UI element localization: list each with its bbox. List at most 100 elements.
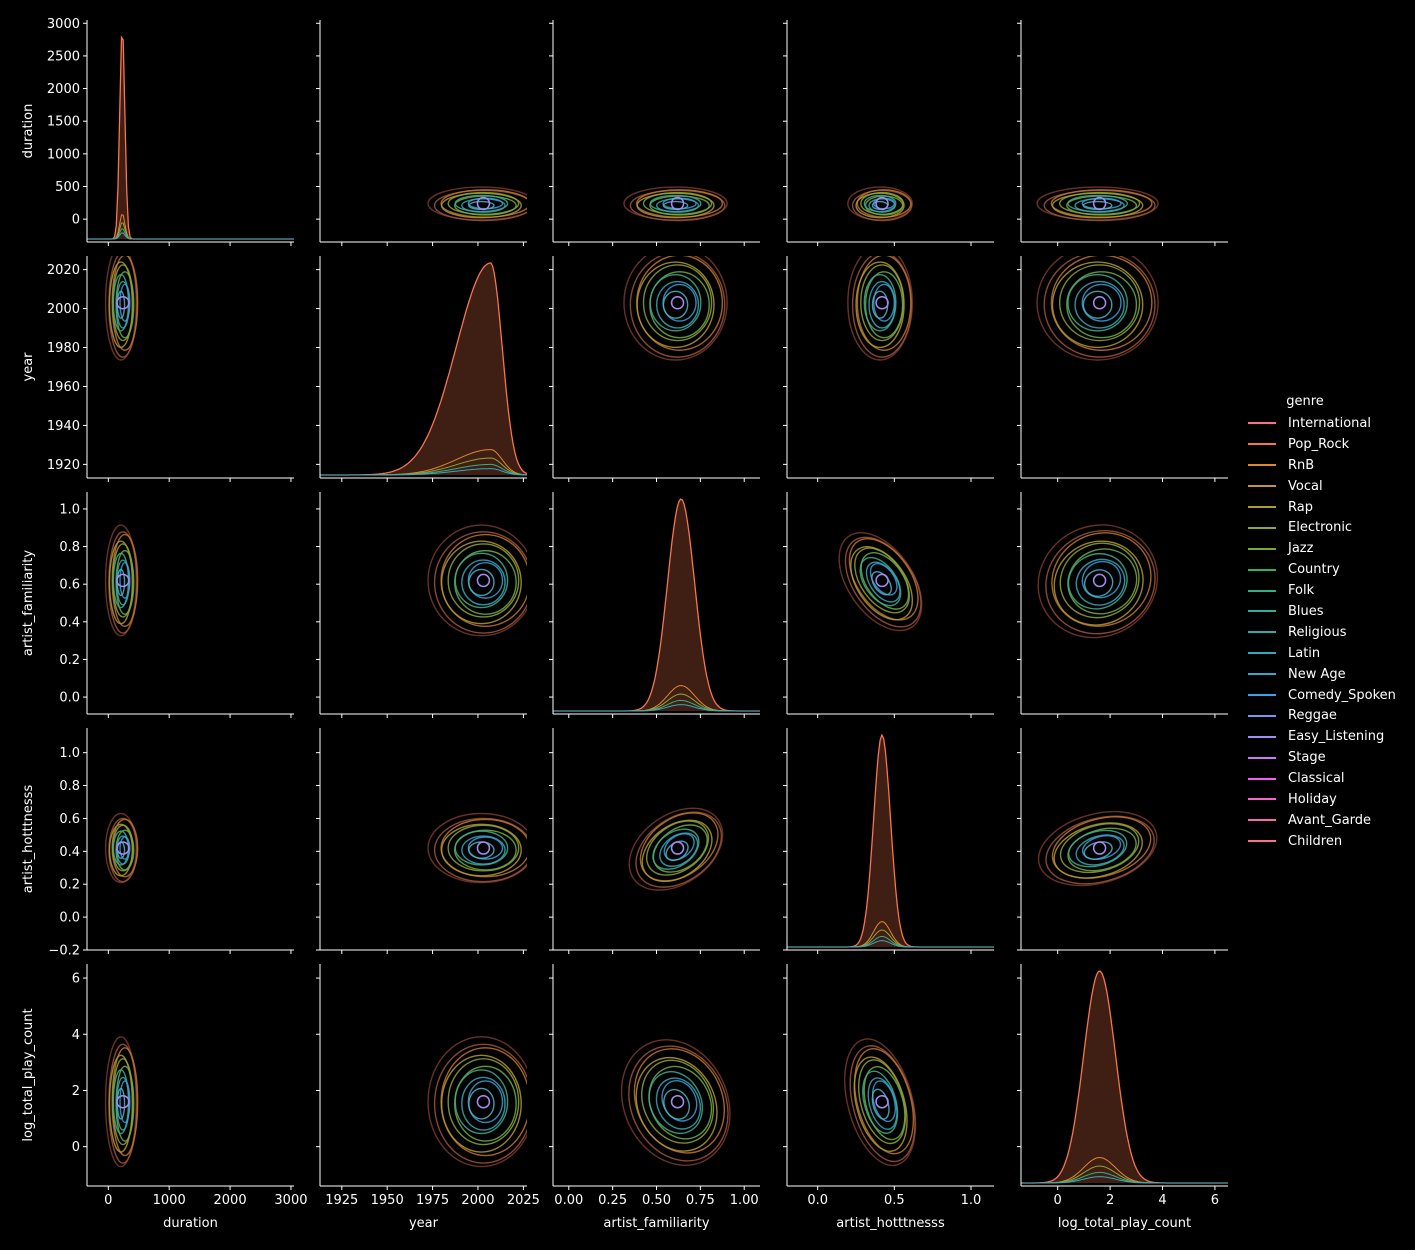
x-tick-label: 3000 <box>274 1193 307 1208</box>
legend-entry: Electronic <box>1240 517 1415 538</box>
legend-swatch <box>1248 798 1276 801</box>
legend-swatch <box>1248 819 1276 822</box>
kde-contour <box>862 1070 899 1134</box>
kde-contour <box>663 1088 691 1120</box>
kde-contour <box>1053 822 1143 879</box>
kde-contour <box>670 295 685 310</box>
kde-contour <box>1051 816 1152 879</box>
kde-contour <box>652 828 700 870</box>
kde-contour <box>1051 261 1144 349</box>
kde-contour <box>864 271 904 339</box>
kde-curve <box>1021 1176 1228 1184</box>
kde-contour <box>1075 834 1125 866</box>
kde-contour <box>858 1059 907 1145</box>
kde-curve <box>87 232 294 240</box>
kde-contour <box>646 820 710 876</box>
kde-contour <box>868 280 896 329</box>
x-axis-label: artist_hotttnesss <box>836 1216 945 1231</box>
y-tick-label: 1940 <box>47 419 80 434</box>
legend-label: Classical <box>1288 771 1345 787</box>
y-tick-label: 0.2 <box>59 653 80 668</box>
legend: genre International Pop_Rock RnB Vocal Rap El… <box>1240 394 1415 852</box>
kde-contour <box>447 543 520 618</box>
kde-curve <box>553 704 760 712</box>
legend-swatch <box>1248 526 1276 529</box>
y-tick-label: 0 <box>72 1140 80 1155</box>
kde-fill <box>87 37 294 240</box>
legend-swatch <box>1248 547 1276 550</box>
legend-label: RnB <box>1288 457 1315 473</box>
kde-contour <box>468 568 495 597</box>
kde-contour <box>636 261 715 349</box>
kde-contour <box>427 812 527 884</box>
legend-label: International <box>1288 415 1371 431</box>
kde-contour <box>851 256 913 358</box>
subplot-artist_familiarity-vs-artist_familiarity <box>549 492 760 718</box>
legend-swatch <box>1248 443 1276 446</box>
kde-contour <box>865 561 901 603</box>
kde-contour <box>440 1054 522 1153</box>
x-tick-label: 0.25 <box>598 1193 627 1208</box>
y-axis-label: artist_hotttnesss <box>21 785 36 894</box>
kde-contour <box>620 1039 731 1166</box>
kde-contour <box>648 1071 703 1134</box>
subplot-artist_familiarity-vs-artist_hotttnesss <box>783 492 994 718</box>
kde-fill <box>1021 971 1228 1183</box>
subplot-duration-vs-year <box>316 20 527 246</box>
y-tick-label: 6 <box>72 972 80 987</box>
x-tick-label: 0.00 <box>554 1193 583 1208</box>
kde-contour <box>461 559 506 606</box>
kde-contour <box>1067 273 1128 332</box>
y-axis-label: duration <box>21 104 36 159</box>
subplot-year-vs-duration: 1920 1940 1960 1980 2000 2020 <box>47 256 294 482</box>
kde-contour <box>116 835 130 865</box>
legend-swatch <box>1248 756 1276 759</box>
subplot-log_total_play_count-vs-artist_familiarity: 0.00 0.25 0.50 0.75 1.00 <box>549 964 760 1208</box>
x-tick-label: 1975 <box>416 1193 449 1208</box>
kde-contour <box>871 1080 897 1123</box>
legend-label: Religious <box>1288 624 1347 640</box>
kde-contour <box>863 1066 906 1141</box>
legend-label: Children <box>1288 833 1343 849</box>
x-axis-label: log_total_play_count <box>1058 1216 1191 1231</box>
kde-contour <box>867 1077 898 1130</box>
kde-contour <box>1045 530 1156 635</box>
x-tick-label: 0.5 <box>884 1193 905 1208</box>
legend-swatch <box>1248 652 1276 655</box>
kde-fill <box>787 735 994 947</box>
kde-contour <box>119 1080 131 1124</box>
subplot-year-vs-year <box>316 256 527 482</box>
kde-contour <box>869 562 898 596</box>
x-axis-label: duration <box>163 1216 218 1231</box>
y-axis-label: year <box>21 352 36 382</box>
kde-contour <box>116 573 130 588</box>
subplot-artist_familiarity-vs-log_total_play_count <box>1017 492 1228 718</box>
legend-label: Reggae <box>1288 708 1337 724</box>
kde-contour <box>670 1094 685 1109</box>
kde-contour <box>433 1043 527 1164</box>
y-tick-label: 4 <box>72 1028 80 1043</box>
kde-contour <box>468 841 495 859</box>
legend-entry: Folk <box>1240 580 1415 601</box>
kde-contour <box>863 273 897 332</box>
kde-contour <box>838 531 923 632</box>
legend-swatch <box>1248 840 1276 843</box>
kde-contour <box>1045 815 1155 885</box>
kde-contour <box>1058 264 1141 342</box>
kde-contour <box>853 1047 915 1155</box>
kde-contour <box>655 1077 702 1130</box>
kde-contour <box>1043 256 1156 358</box>
kde-contour <box>1092 573 1107 588</box>
kde-contour <box>467 836 504 860</box>
legend-entry: International <box>1240 413 1415 434</box>
kde-contour <box>670 841 685 855</box>
y-tick-label: 3000 <box>47 17 80 32</box>
legend-entry: Pop_Rock <box>1240 434 1415 455</box>
kde-contour <box>116 295 130 310</box>
legend-swatch <box>1248 485 1276 488</box>
kde-contour <box>642 264 713 342</box>
kde-contour <box>1067 827 1137 872</box>
x-tick-label: 4 <box>1158 1193 1166 1208</box>
kde-contour <box>454 552 509 609</box>
kde-contour <box>659 832 699 867</box>
